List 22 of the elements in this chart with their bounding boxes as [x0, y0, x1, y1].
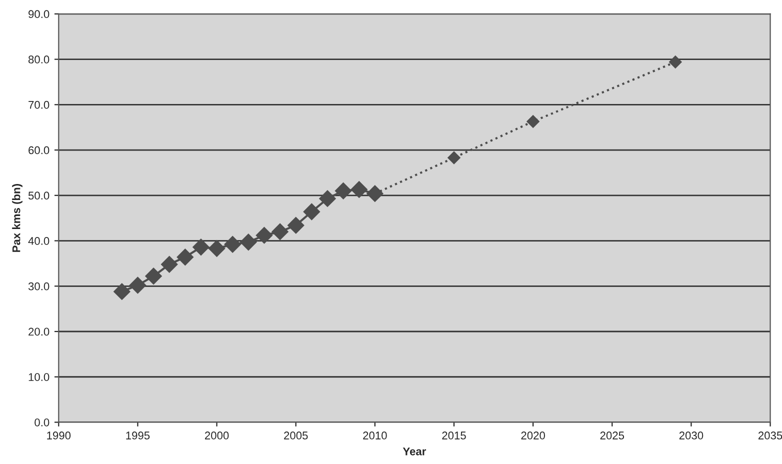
x-tick-label: 2000 [204, 432, 229, 440]
x-axis-title: Year [402, 448, 426, 456]
x-tick-label: 1995 [126, 432, 150, 440]
y-tick-label: 90.0 [28, 10, 50, 18]
y-tick-label: 70.0 [28, 100, 50, 109]
y-tick-label: 0.0 [34, 418, 50, 426]
x-tick-label: 2005 [284, 432, 308, 440]
y-tick-label: 10.0 [28, 373, 50, 382]
x-tick-label: 1990 [47, 432, 71, 440]
y-tick-label: 50.0 [28, 192, 50, 200]
x-tick-label: 2015 [442, 432, 466, 440]
x-tick-label: 2035 [758, 432, 782, 440]
y-tick-label: 30.0 [28, 282, 50, 290]
y-tick-label: 40.0 [28, 237, 50, 245]
y-tick-label: 60.0 [28, 146, 50, 154]
x-tick-label: 2020 [521, 432, 545, 440]
y-axis-title: Pax kms (bn) [12, 184, 22, 252]
x-tick-label: 2030 [679, 432, 704, 440]
x-tick-label: 2025 [600, 432, 624, 440]
x-tick-label: 2010 [363, 432, 387, 440]
y-tick-label: 80.0 [28, 56, 50, 64]
y-tick-label: 20.0 [28, 328, 50, 336]
